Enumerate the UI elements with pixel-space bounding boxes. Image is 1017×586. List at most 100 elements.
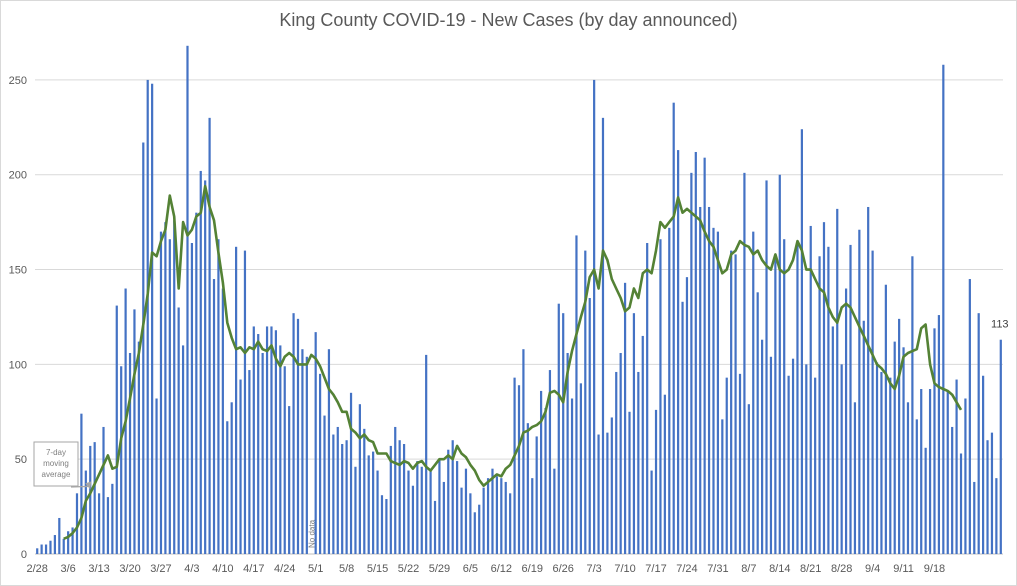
bar [836,208,839,554]
bar [89,445,92,554]
bar [71,527,74,554]
bar [738,373,742,554]
bar [451,440,454,554]
bar [495,476,499,554]
callout-arrowhead [85,481,92,490]
bar [672,102,675,554]
x-tick-label: 6/26 [552,563,573,575]
bar [871,250,874,554]
bar [685,277,689,554]
bar [137,341,140,554]
bar [327,349,331,554]
bar [106,497,110,554]
bar [730,250,733,554]
bar [447,449,450,554]
x-tick-label: 4/24 [274,563,295,575]
bar [433,500,437,554]
bar [632,313,636,554]
bar [875,362,879,554]
x-tick-label: 4/3 [184,563,199,575]
bar [376,470,379,554]
bar [367,455,370,554]
bar [827,246,830,555]
bar [800,129,803,555]
x-tick-label: 6/5 [463,563,478,575]
bar [407,470,410,554]
bar [146,79,149,554]
bar [354,466,357,554]
bar [911,256,914,554]
bar [942,64,945,554]
bar [663,394,666,554]
bar [902,347,905,554]
bar [168,239,171,554]
bar [778,174,781,555]
bar [252,326,255,554]
bar [553,468,556,554]
bar [584,250,587,554]
bar [982,375,985,554]
bar [566,352,569,554]
bar [743,172,746,554]
bar [195,212,198,554]
bar [301,349,304,554]
bar [204,180,207,554]
x-tick-label: 3/6 [61,563,76,575]
bar [491,468,494,554]
bar [694,151,697,555]
bar [641,335,644,554]
y-tick-label: 200 [9,170,27,182]
x-tick-label: 6/12 [491,563,512,575]
bar [111,483,114,554]
bar [173,220,176,555]
bar [928,389,932,554]
x-tick-label: 9/18 [924,563,945,575]
x-tick-label: 7/10 [614,563,635,575]
bar [703,157,706,554]
bar [265,326,269,554]
bar [292,313,295,554]
callout-text: average [42,470,71,479]
bar [336,426,339,554]
bar [97,493,101,554]
bar [849,244,852,555]
bar [588,298,591,554]
bar [349,392,353,554]
bar [721,419,724,554]
bar [747,404,750,554]
bar [288,406,291,554]
bar [915,419,918,554]
bar [438,459,441,554]
bar [522,349,525,554]
bar [504,481,507,554]
bar [699,206,702,554]
bar [460,487,463,554]
bar [425,354,428,554]
bar [791,358,795,554]
bar [341,444,344,554]
bar [159,231,163,554]
bar [243,250,247,554]
y-tick-label: 250 [9,75,27,87]
bar [787,375,790,554]
bar [318,373,322,554]
bar [544,407,547,554]
bar [526,423,529,554]
bar [239,379,242,554]
bar [774,258,777,554]
x-tick-label: 8/14 [769,563,790,575]
bar [398,440,401,554]
bar [177,307,180,554]
bar [380,495,384,554]
bar [199,170,202,554]
x-tick-label: 3/13 [88,563,109,575]
bar [831,326,834,554]
x-tick-label: 7/17 [645,563,666,575]
x-tick-label: 7/24 [676,563,697,575]
bar [593,79,596,554]
bar [796,243,799,555]
bar [261,352,264,554]
bar [226,421,229,554]
bar [181,345,185,554]
bar [93,442,96,554]
